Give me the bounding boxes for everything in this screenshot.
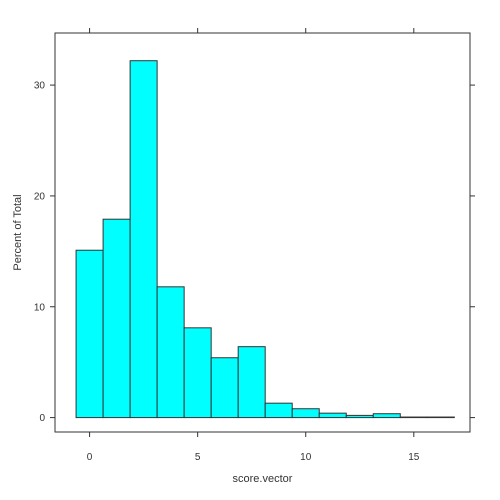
- x-axis-title: score.vector: [233, 473, 293, 485]
- histogram-bar: [372, 413, 401, 419]
- histogram-bar: [129, 60, 158, 419]
- histogram-bar: [291, 408, 320, 419]
- bars-group: [75, 60, 455, 419]
- histogram-bar: [102, 218, 131, 419]
- y-axis-title: Percent of Total: [12, 194, 24, 270]
- histogram-bar: [264, 402, 293, 419]
- histogram-bar: [75, 249, 104, 419]
- x-tick-label: 10: [300, 452, 312, 463]
- axes-group: 0 5 10 15 0 10 20 30: [34, 28, 475, 463]
- x-tick-label: 15: [408, 452, 420, 463]
- plot-frame: [54, 32, 471, 433]
- y-tick-label: 20: [34, 191, 46, 202]
- histogram-bar: [183, 327, 212, 419]
- histogram-bar: [237, 346, 266, 419]
- x-tick-label: 0: [87, 452, 93, 463]
- histogram-bar: [426, 416, 455, 419]
- y-tick-label: 10: [34, 302, 46, 313]
- histogram-bar: [210, 357, 239, 419]
- histogram-bar: [399, 416, 428, 419]
- histogram-bar: [156, 286, 185, 419]
- histogram-bar: [318, 412, 347, 419]
- histogram-bar: [345, 414, 374, 419]
- x-tick-label: 5: [195, 452, 201, 463]
- y-tick-label: 0: [39, 413, 45, 424]
- y-tick-label: 30: [34, 81, 46, 92]
